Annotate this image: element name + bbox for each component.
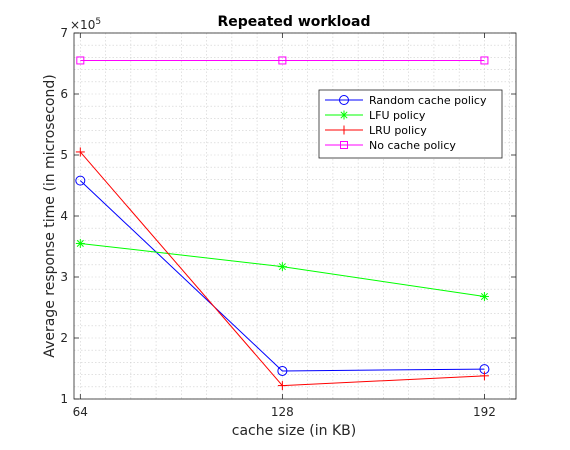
legend: Random cache policy LFU policy LRU policy N… [319,90,502,158]
x-tick-label: 192 [473,405,496,419]
y-tick-label: 2 [60,331,68,345]
x-axis-label: cache size (in KB) [232,423,356,439]
legend-label: Random cache policy [369,94,487,107]
x-tick-label: 64 [73,405,88,419]
y-exponent-label: ×105 [70,17,101,32]
data-point [76,239,85,248]
y-tick-label: 1 [60,392,68,406]
y-tick-label: 6 [60,87,68,101]
legend-label: LFU policy [369,109,426,122]
y-tick-label: 5 [60,148,68,162]
y-tick-label: 4 [60,209,68,223]
chart-title: Repeated workload [218,14,371,30]
y-exponent-power: 5 [95,17,101,27]
legend-marker [340,111,349,120]
y-axis-label: Average response time (in microsecond) [42,74,58,357]
y-tick-label: 3 [60,270,68,284]
y-exponent-base: ×10 [70,18,95,32]
data-point [278,262,287,271]
grid-layer [74,33,516,399]
axes-layer: 1 2 3 4 5 6 7 64 128 192 [60,26,516,419]
legend-label: No cache policy [369,139,456,152]
x-tick-label: 128 [271,405,294,419]
legend-label: LRU policy [369,124,427,137]
data-point [480,292,489,301]
y-tick-label: 7 [60,26,68,40]
